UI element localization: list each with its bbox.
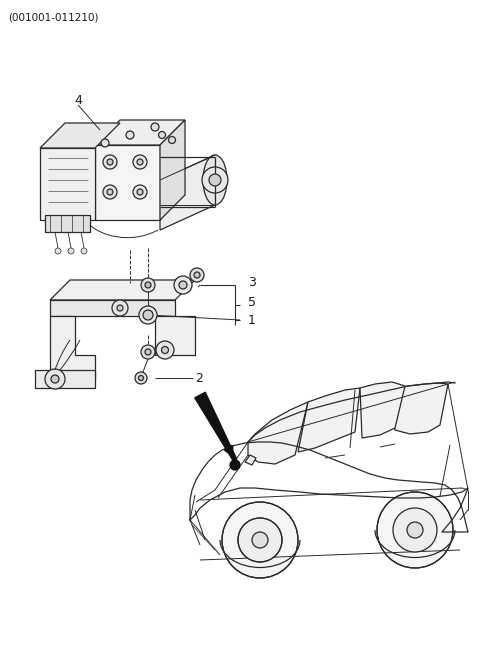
Circle shape (194, 272, 200, 278)
Text: 1: 1 (248, 314, 256, 326)
Circle shape (101, 139, 109, 147)
Polygon shape (50, 300, 175, 316)
Circle shape (161, 346, 168, 354)
Circle shape (112, 300, 128, 316)
Text: 5: 5 (248, 297, 256, 310)
Polygon shape (160, 155, 215, 230)
Circle shape (133, 185, 147, 199)
Ellipse shape (203, 155, 227, 205)
Circle shape (209, 174, 221, 186)
Polygon shape (95, 145, 160, 220)
Circle shape (143, 310, 153, 320)
Circle shape (55, 248, 61, 254)
Circle shape (51, 375, 59, 383)
Circle shape (190, 268, 204, 282)
Circle shape (202, 167, 228, 193)
Circle shape (137, 159, 143, 165)
Polygon shape (298, 388, 360, 452)
Circle shape (156, 341, 174, 359)
Circle shape (135, 372, 147, 384)
Circle shape (174, 276, 192, 294)
Circle shape (151, 123, 159, 131)
Circle shape (158, 132, 166, 138)
Polygon shape (390, 383, 448, 434)
Polygon shape (50, 316, 95, 380)
Text: (001001-011210): (001001-011210) (8, 12, 98, 22)
Circle shape (117, 305, 123, 311)
Polygon shape (155, 316, 195, 355)
Circle shape (145, 282, 151, 288)
Circle shape (107, 159, 113, 165)
Circle shape (145, 349, 151, 355)
Circle shape (238, 518, 282, 562)
Circle shape (103, 185, 117, 199)
Polygon shape (40, 148, 95, 220)
FancyArrowPatch shape (201, 398, 232, 454)
Circle shape (126, 131, 134, 139)
Circle shape (377, 492, 453, 568)
Circle shape (139, 375, 144, 381)
Circle shape (103, 155, 117, 169)
Polygon shape (45, 215, 90, 232)
Polygon shape (160, 120, 185, 220)
Polygon shape (248, 402, 308, 464)
Circle shape (141, 345, 155, 359)
Circle shape (179, 281, 187, 289)
Circle shape (45, 369, 65, 389)
Circle shape (68, 248, 74, 254)
Circle shape (139, 306, 157, 324)
Polygon shape (245, 455, 256, 465)
Circle shape (141, 278, 155, 292)
Text: 4: 4 (74, 94, 82, 107)
Polygon shape (35, 370, 95, 388)
Text: 3: 3 (248, 276, 256, 290)
Circle shape (252, 532, 268, 548)
Circle shape (230, 460, 240, 470)
Polygon shape (195, 392, 237, 461)
Circle shape (81, 248, 87, 254)
Circle shape (407, 522, 423, 538)
Polygon shape (95, 120, 185, 145)
Polygon shape (50, 280, 195, 300)
Text: 2: 2 (195, 371, 203, 384)
Circle shape (168, 136, 176, 143)
Circle shape (222, 502, 298, 578)
Polygon shape (360, 382, 405, 438)
Circle shape (137, 189, 143, 195)
Polygon shape (40, 123, 120, 148)
Circle shape (107, 189, 113, 195)
Circle shape (133, 155, 147, 169)
Polygon shape (190, 442, 468, 532)
Circle shape (393, 508, 437, 552)
